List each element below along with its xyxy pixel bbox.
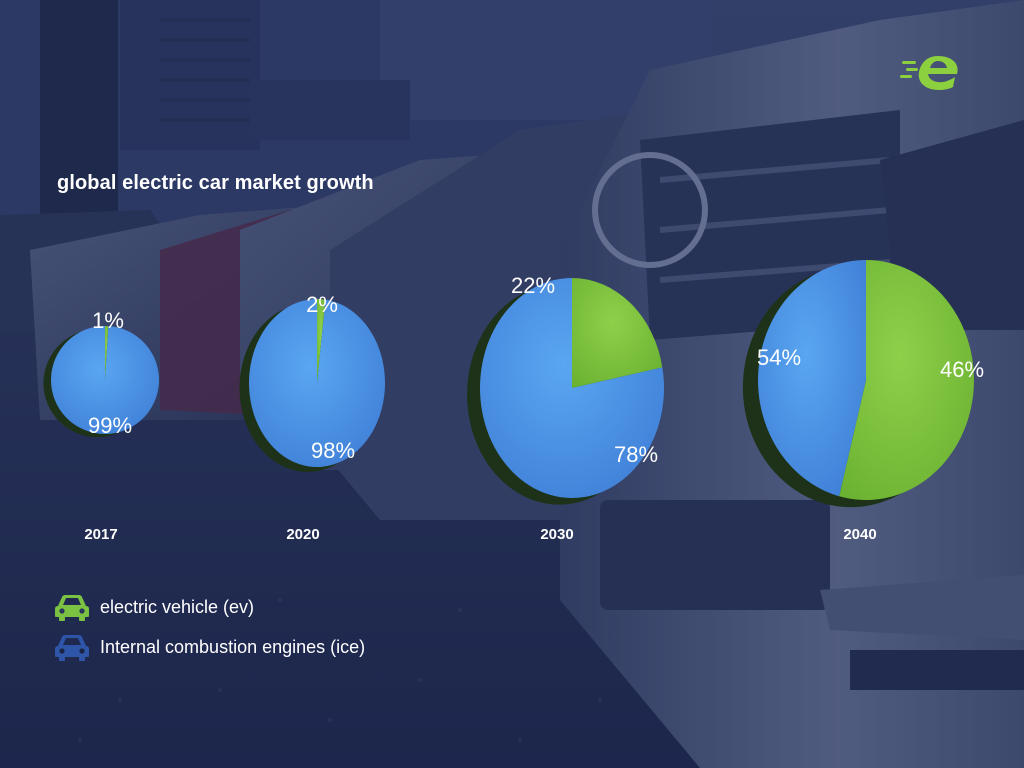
legend-item-ev: electric vehicle (ev) — [54, 590, 254, 624]
electric-e-logo-icon — [900, 56, 958, 90]
slice-label-ev: 1% — [92, 308, 124, 333]
slice-label-ice: 78% — [614, 442, 658, 467]
pie-slice-ice — [50, 326, 159, 434]
pie-chart-2017: 1% 99% — [43, 308, 159, 438]
slice-label-ice: 99% — [88, 413, 132, 438]
car-icon — [55, 635, 89, 661]
pie-chart-2040: 54% 46% — [742, 260, 984, 508]
legend-label-ice: Internal combustion engines (ice) — [100, 636, 366, 657]
pie-slice-ev — [572, 278, 663, 388]
pie-chart-2020: 2% 98% — [239, 292, 386, 473]
legend-label-ev: electric vehicle (ev) — [100, 596, 255, 617]
year-label: 2030 — [540, 526, 573, 543]
pie-slice-ice — [480, 278, 664, 498]
slice-label-ev: 22% — [511, 273, 555, 298]
pie-slice-ice — [249, 299, 386, 467]
year-label: 2020 — [286, 526, 319, 543]
pie-slice-ev — [839, 260, 974, 500]
legend-item-ice: Internal combustion engines (ice) — [54, 630, 365, 664]
year-label: 2040 — [843, 526, 876, 543]
slice-label-ev: 2% — [306, 292, 338, 317]
page-title: global electric car market growth — [57, 172, 374, 194]
year-label: 2017 — [84, 526, 117, 543]
car-icon-body — [55, 635, 89, 661]
pie-slice-ev — [317, 299, 326, 383]
pie-slice-ev — [105, 326, 109, 380]
slice-label-ice: 46% — [940, 357, 984, 382]
slice-label-ice: 98% — [311, 438, 355, 463]
pie-chart-2030: 22% 78% — [467, 273, 664, 505]
car-icon-body — [55, 595, 89, 621]
pie-slice-ice — [757, 260, 866, 497]
car-icon — [55, 595, 89, 621]
slice-label-ev: 54% — [757, 345, 801, 370]
